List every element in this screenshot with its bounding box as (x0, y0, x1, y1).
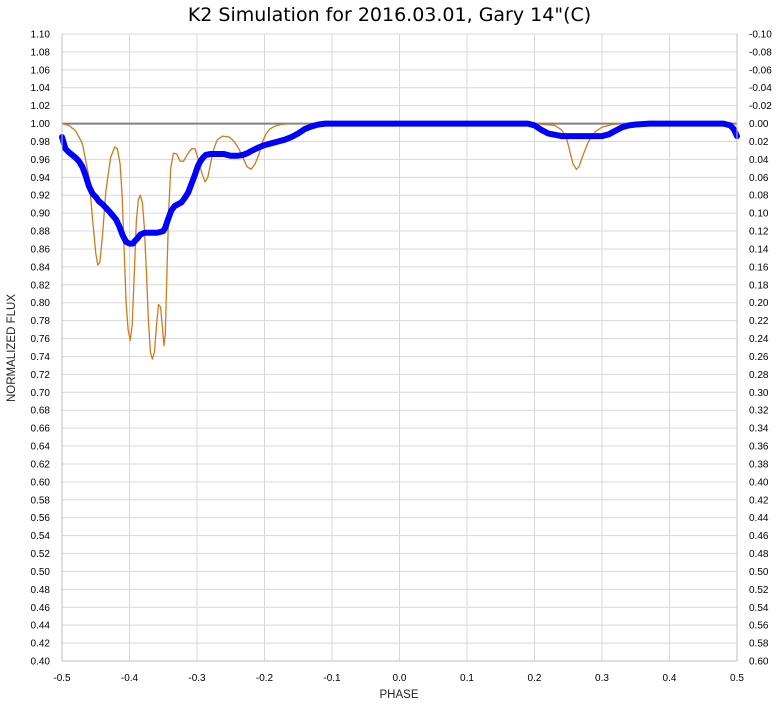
y-tick-label: 0.84 (31, 262, 51, 273)
y2-tick-label: 0.48 (749, 549, 769, 560)
y-tick-label: 0.80 (31, 298, 51, 309)
y2-tick-label: 0.28 (749, 370, 769, 381)
y-tick-label: 0.68 (31, 406, 51, 417)
y-tick-label: 0.98 (31, 137, 51, 148)
y-tick-label: 1.04 (31, 83, 51, 94)
y2-tick-label: 0.26 (749, 352, 769, 363)
series-line-model (59, 120, 740, 247)
y2-tick-label: 0.44 (749, 513, 769, 524)
y2-tick-label: 0.34 (749, 424, 769, 435)
y-tick-label: 0.78 (31, 316, 51, 327)
y-tick-label: 0.70 (31, 388, 51, 399)
y-tick-label: 0.92 (31, 191, 51, 202)
y2-tick-label: 0.06 (749, 173, 769, 184)
y2-tick-label: 0.02 (749, 137, 769, 148)
y-tick-label: 0.62 (31, 459, 51, 470)
x-axis-title: PHASE (380, 689, 419, 701)
x-tick-label: 0.4 (663, 673, 677, 684)
y2-tick-label: -0.02 (749, 101, 772, 112)
y2-tick-label: 0.60 (749, 657, 769, 668)
y2-tick-label: 0.24 (749, 334, 769, 345)
y2-tick-label: 0.56 (749, 621, 769, 632)
y-tick-label: 0.40 (31, 657, 51, 668)
y-tick-label: 0.52 (31, 549, 51, 560)
y2-tick-label: 0.36 (749, 442, 769, 453)
y-axis-title: NORMALIZED FLUX (6, 294, 18, 402)
y-tick-label: 0.76 (31, 334, 51, 345)
x-tick-label: -0.2 (256, 673, 274, 684)
y2-tick-label: 0.08 (749, 191, 769, 202)
y-tick-label: 1.00 (31, 119, 51, 130)
tick-labels: 0.40 0.60 0.42 0.58 0.44 0.56 0.46 0.54 0.48 0.52… (31, 30, 773, 685)
y-tick-label: 0.48 (31, 585, 51, 596)
x-tick-label: -0.5 (53, 673, 71, 684)
y2-tick-label: 0.14 (749, 244, 769, 255)
y-tick-label: 0.94 (31, 173, 51, 184)
y2-tick-label: 0.38 (749, 459, 769, 470)
y2-tick-label: -0.04 (749, 83, 772, 94)
y-tick-label: 0.50 (31, 567, 51, 578)
y2-tick-label: 0.20 (749, 298, 769, 309)
y-tick-label: 0.66 (31, 424, 51, 435)
y2-tick-label: 0.00 (749, 119, 769, 130)
y2-tick-label: 0.16 (749, 262, 769, 273)
x-tick-label: -0.4 (121, 673, 139, 684)
y-tick-label: 0.56 (31, 513, 51, 524)
x-tick-label: 0.2 (528, 673, 542, 684)
y-tick-label: 1.06 (31, 65, 51, 76)
y2-tick-label: 0.54 (749, 603, 769, 614)
x-tick-label: 0.3 (595, 673, 609, 684)
axes (61, 34, 738, 662)
y2-tick-label: 0.18 (749, 280, 769, 291)
y2-tick-label: 0.40 (749, 477, 769, 488)
y-tick-label: 0.90 (31, 209, 51, 220)
y-tick-label: 1.02 (31, 101, 51, 112)
y-tick-label: 0.96 (31, 155, 51, 166)
y-tick-label: 0.88 (31, 227, 51, 238)
y-tick-label: 0.58 (31, 495, 51, 506)
gridlines (61, 33, 738, 662)
y-tick-label: 0.46 (31, 603, 51, 614)
y2-tick-label: 0.12 (749, 227, 769, 238)
y2-tick-label: 0.58 (749, 639, 769, 650)
y2-tick-label: -0.10 (749, 30, 772, 41)
y-tick-label: 0.86 (31, 244, 51, 255)
y-tick-label: 0.74 (31, 352, 51, 363)
y-tick-label: 0.60 (31, 477, 51, 488)
y2-tick-label: 0.30 (749, 388, 769, 399)
y-tick-label: 1.10 (31, 30, 51, 41)
chart-title: K2 Simulation for 2016.03.01, Gary 14"(C… (187, 4, 592, 26)
y-tick-label: 0.44 (31, 621, 51, 632)
y2-tick-label: 0.42 (749, 495, 769, 506)
y-tick-label: 0.82 (31, 280, 51, 291)
x-tick-label: 0.1 (460, 673, 474, 684)
y-tick-label: 0.42 (31, 639, 51, 650)
y2-tick-label: -0.08 (749, 47, 772, 58)
x-tick-label: 0.0 (393, 673, 407, 684)
y-tick-label: 0.64 (31, 442, 51, 453)
y2-tick-label: 0.22 (749, 316, 769, 327)
y2-tick-label: 0.50 (749, 567, 769, 578)
y2-tick-label: 0.32 (749, 406, 769, 417)
y2-tick-label: -0.06 (749, 65, 772, 76)
y2-tick-label: 0.52 (749, 585, 769, 596)
y2-tick-label: 0.10 (749, 209, 769, 220)
series-layer (59, 120, 740, 360)
y-tick-label: 0.72 (31, 370, 51, 381)
y2-tick-label: 0.04 (749, 155, 769, 166)
y-tick-label: 1.08 (31, 47, 51, 58)
series-line-observed (61, 122, 738, 360)
x-tick-label: 0.5 (730, 673, 744, 684)
y-tick-label: 0.54 (31, 531, 51, 542)
x-tick-label: -0.1 (323, 673, 341, 684)
y2-tick-label: 0.46 (749, 531, 769, 542)
x-tick-label: -0.3 (188, 673, 206, 684)
